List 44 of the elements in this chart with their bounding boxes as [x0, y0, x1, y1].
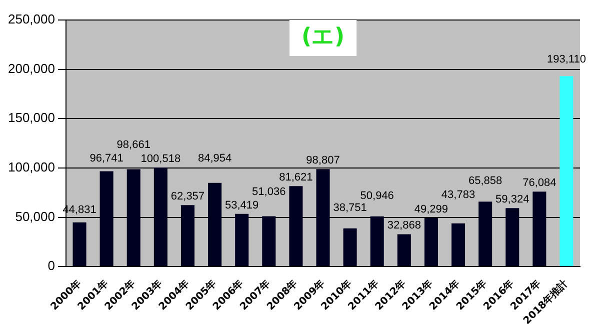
- bar: [262, 216, 276, 266]
- bar: [126, 169, 140, 266]
- data-label: 193,110: [546, 54, 586, 66]
- y-tick-label: 0: [48, 258, 55, 274]
- data-label: 53,419: [225, 199, 259, 212]
- bar: [235, 214, 249, 266]
- bar: [343, 228, 357, 266]
- bar: [370, 216, 384, 266]
- data-label: 59,324: [496, 194, 530, 206]
- data-label: 100,518: [140, 152, 181, 165]
- bar: [397, 234, 411, 266]
- y-tick-label: 50,000: [15, 208, 55, 224]
- bar: [424, 218, 438, 266]
- bar: [289, 186, 303, 266]
- bar: [532, 192, 546, 266]
- data-label: 98,661: [116, 138, 150, 151]
- data-label: 96,741: [90, 152, 124, 165]
- bar: [154, 167, 168, 266]
- data-label: 98,807: [306, 154, 340, 167]
- data-label: 51,036: [252, 186, 286, 198]
- bar: [316, 169, 330, 266]
- data-label: 62,357: [170, 190, 205, 203]
- bar: [506, 208, 520, 266]
- data-label: 50,946: [360, 190, 394, 202]
- data-label: 32,868: [387, 220, 421, 232]
- y-tick-label: 150,000: [8, 110, 55, 126]
- data-label: 49,299: [414, 204, 448, 216]
- bar: [100, 171, 114, 266]
- data-label: 65,858: [468, 175, 502, 188]
- bar: [452, 223, 466, 266]
- data-label: 76,084: [522, 177, 556, 190]
- bar: [208, 182, 222, 266]
- y-tick-label: 250,000: [8, 12, 55, 27]
- data-label: 81,621: [279, 172, 313, 184]
- y-tick-label: 200,000: [8, 60, 55, 76]
- data-label: 84,954: [198, 152, 232, 164]
- bar: [72, 222, 86, 266]
- chart-title: (エ): [301, 24, 345, 50]
- data-label: 43,783: [441, 188, 476, 201]
- bar: [180, 205, 194, 266]
- bar: [478, 202, 492, 266]
- y-tick-label: 100,000: [8, 160, 55, 175]
- bar: [560, 76, 574, 266]
- data-label: 38,751: [333, 202, 367, 214]
